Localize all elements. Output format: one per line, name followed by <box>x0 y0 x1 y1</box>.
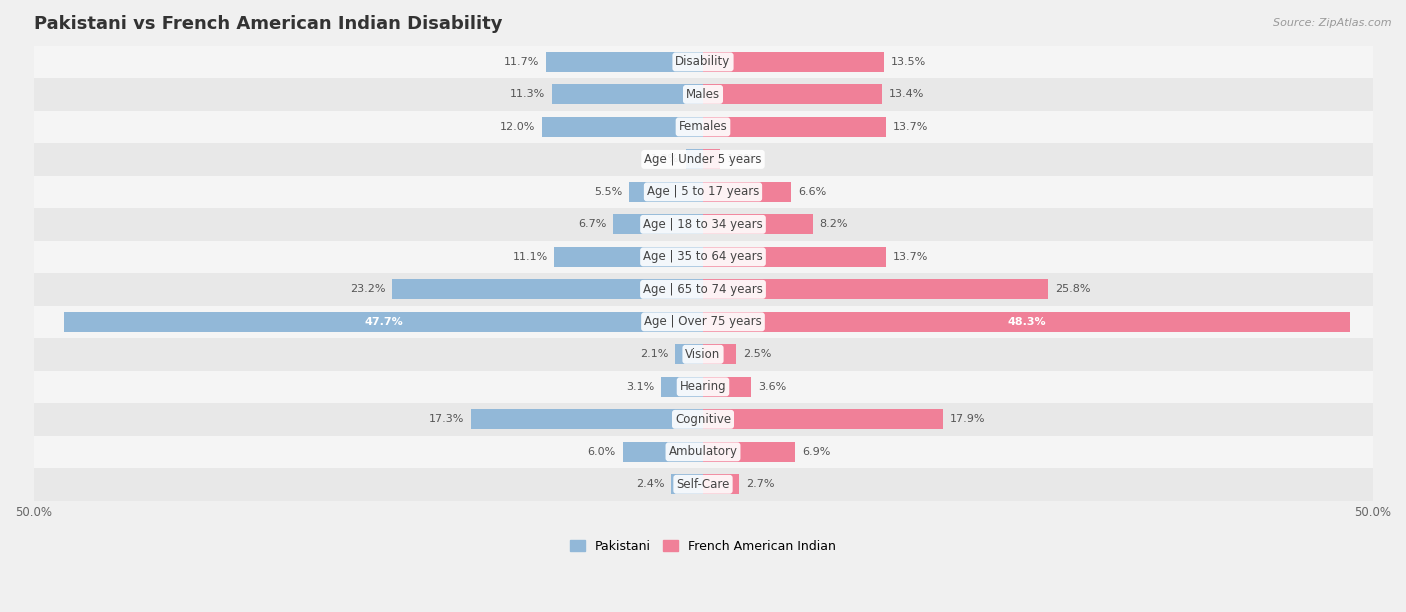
Text: 1.3%: 1.3% <box>651 154 679 165</box>
Bar <box>34 468 1372 501</box>
Text: Self-Care: Self-Care <box>676 478 730 491</box>
Bar <box>703 377 751 397</box>
Text: 13.5%: 13.5% <box>890 57 925 67</box>
Text: Source: ZipAtlas.com: Source: ZipAtlas.com <box>1274 18 1392 28</box>
Bar <box>703 117 886 137</box>
Text: 11.1%: 11.1% <box>512 252 548 262</box>
Text: 3.6%: 3.6% <box>758 382 786 392</box>
Bar <box>65 312 703 332</box>
Text: 3.1%: 3.1% <box>627 382 655 392</box>
Text: 1.3%: 1.3% <box>727 154 755 165</box>
Text: 13.7%: 13.7% <box>893 122 928 132</box>
Text: 47.7%: 47.7% <box>364 317 404 327</box>
Text: 11.7%: 11.7% <box>505 57 540 67</box>
Bar <box>34 46 1372 78</box>
Text: Hearing: Hearing <box>679 380 727 394</box>
Text: 12.0%: 12.0% <box>501 122 536 132</box>
Text: Ambulatory: Ambulatory <box>668 446 738 458</box>
Bar <box>703 312 1350 332</box>
Bar <box>34 78 1372 111</box>
Bar <box>671 474 703 494</box>
Bar <box>703 409 942 430</box>
Bar <box>703 52 884 72</box>
Text: 17.3%: 17.3% <box>429 414 464 424</box>
Bar <box>703 182 792 202</box>
Bar <box>703 345 737 364</box>
Text: 8.2%: 8.2% <box>820 219 848 230</box>
Bar <box>543 117 703 137</box>
Bar <box>703 84 883 105</box>
Text: 11.3%: 11.3% <box>510 89 546 99</box>
Bar <box>471 409 703 430</box>
Text: Age | 18 to 34 years: Age | 18 to 34 years <box>643 218 763 231</box>
Bar <box>34 403 1372 436</box>
Text: 25.8%: 25.8% <box>1054 285 1091 294</box>
Text: 2.5%: 2.5% <box>744 349 772 359</box>
Bar <box>554 247 703 267</box>
Text: 2.1%: 2.1% <box>640 349 668 359</box>
Text: Males: Males <box>686 88 720 101</box>
Bar <box>34 371 1372 403</box>
Text: 23.2%: 23.2% <box>350 285 385 294</box>
Bar <box>703 442 796 462</box>
Bar <box>34 143 1372 176</box>
Bar <box>703 214 813 234</box>
Bar <box>547 52 703 72</box>
Text: 6.7%: 6.7% <box>578 219 606 230</box>
Text: 2.4%: 2.4% <box>636 479 664 490</box>
Bar <box>686 149 703 170</box>
Bar <box>703 247 886 267</box>
Text: Age | Under 5 years: Age | Under 5 years <box>644 153 762 166</box>
Text: Vision: Vision <box>685 348 721 361</box>
Bar <box>34 241 1372 273</box>
Text: Females: Females <box>679 121 727 133</box>
Text: Age | Over 75 years: Age | Over 75 years <box>644 315 762 329</box>
Bar <box>34 208 1372 241</box>
Bar <box>613 214 703 234</box>
Text: Age | 65 to 74 years: Age | 65 to 74 years <box>643 283 763 296</box>
Legend: Pakistani, French American Indian: Pakistani, French American Indian <box>565 535 841 558</box>
Bar <box>630 182 703 202</box>
Bar <box>703 474 740 494</box>
Text: 5.5%: 5.5% <box>595 187 623 197</box>
Text: 48.3%: 48.3% <box>1007 317 1046 327</box>
Bar <box>34 176 1372 208</box>
Bar <box>34 338 1372 371</box>
Text: 6.9%: 6.9% <box>801 447 831 457</box>
Bar <box>623 442 703 462</box>
Bar <box>551 84 703 105</box>
Bar <box>661 377 703 397</box>
Bar <box>34 436 1372 468</box>
Bar <box>34 273 1372 305</box>
Bar <box>34 305 1372 338</box>
Text: 13.4%: 13.4% <box>889 89 925 99</box>
Text: 2.7%: 2.7% <box>745 479 775 490</box>
Bar <box>703 279 1049 299</box>
Text: Disability: Disability <box>675 56 731 69</box>
Bar <box>703 149 720 170</box>
Text: 13.7%: 13.7% <box>893 252 928 262</box>
Text: Cognitive: Cognitive <box>675 413 731 426</box>
Bar <box>675 345 703 364</box>
Text: 17.9%: 17.9% <box>949 414 984 424</box>
Text: 6.6%: 6.6% <box>799 187 827 197</box>
Text: 6.0%: 6.0% <box>588 447 616 457</box>
Bar <box>34 111 1372 143</box>
Text: Age | 5 to 17 years: Age | 5 to 17 years <box>647 185 759 198</box>
Text: Pakistani vs French American Indian Disability: Pakistani vs French American Indian Disa… <box>34 15 502 33</box>
Text: Age | 35 to 64 years: Age | 35 to 64 years <box>643 250 763 263</box>
Bar <box>392 279 703 299</box>
